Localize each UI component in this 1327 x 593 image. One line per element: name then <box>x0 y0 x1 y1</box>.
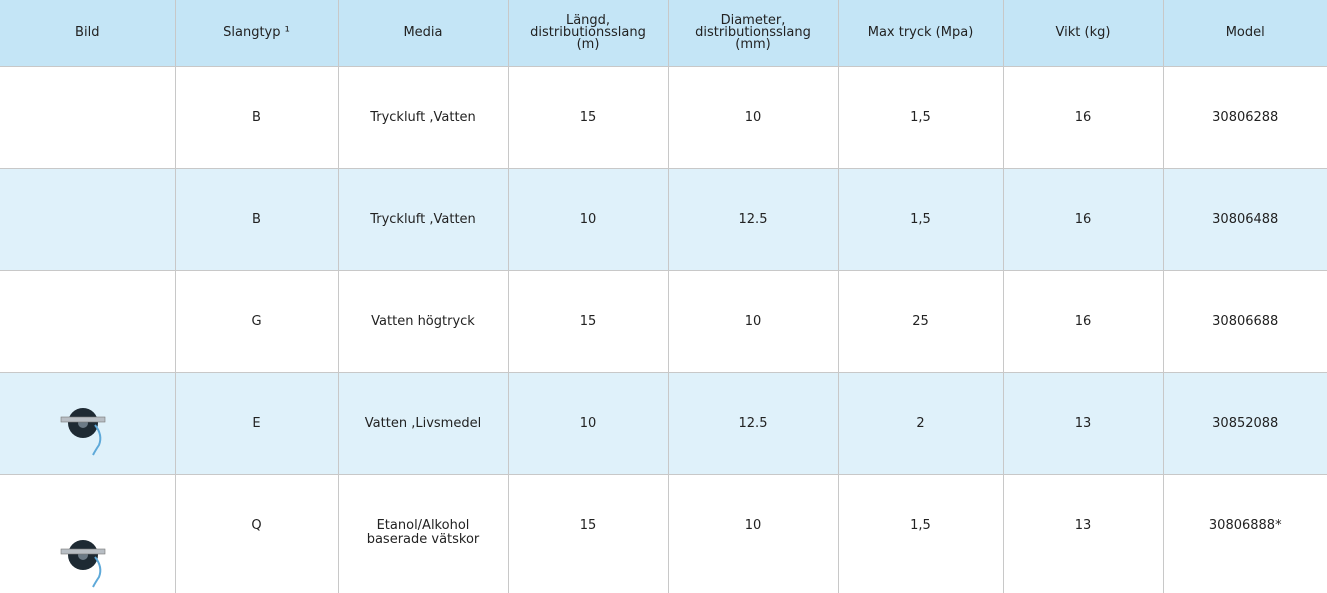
table-cell: 13 <box>1003 373 1163 475</box>
table-cell: Tryckluft ,Vatten <box>338 67 508 169</box>
column-header: Diameter, distributionsslang (mm) <box>668 0 838 67</box>
table-cell: G <box>175 271 338 373</box>
hose-reel-image <box>55 401 119 457</box>
table-cell: 30806288 <box>1163 67 1327 169</box>
table-cell: Tryckluft ,Vatten <box>338 169 508 271</box>
table-cell: Vatten högtryck <box>338 271 508 373</box>
table-cell: E <box>175 373 338 475</box>
image-cell <box>0 169 175 271</box>
table-cell: 1,5 <box>838 67 1003 169</box>
table-cell: 16 <box>1003 67 1163 169</box>
table-cell: Vatten ,Livsmedel <box>338 373 508 475</box>
image-cell <box>0 271 175 373</box>
table-cell: 10 <box>508 373 668 475</box>
column-header: Bild <box>0 0 175 67</box>
table-cell: 30806888* <box>1163 475 1327 593</box>
table-cell: 30806688 <box>1163 271 1327 373</box>
table-cell: Q <box>175 475 338 593</box>
column-header: Vikt (kg) <box>1003 0 1163 67</box>
table-cell: 10 <box>668 67 838 169</box>
table-cell: 2 <box>838 373 1003 475</box>
image-cell <box>0 475 175 593</box>
column-header: Slangtyp ¹ <box>175 0 338 67</box>
table-cell: 15 <box>508 271 668 373</box>
table-cell: 30852088 <box>1163 373 1327 475</box>
table-cell: B <box>175 67 338 169</box>
column-header: Längd, distributionsslang (m) <box>508 0 668 67</box>
table-cell: 10 <box>508 169 668 271</box>
table-cell: B <box>175 169 338 271</box>
table-cell: 1,5 <box>838 169 1003 271</box>
image-cell <box>0 67 175 169</box>
hose-reel-image <box>55 533 119 589</box>
table-cell: 10 <box>668 271 838 373</box>
column-header: Max tryck (Mpa) <box>838 0 1003 67</box>
table-cell: 16 <box>1003 169 1163 271</box>
table-cell: 12.5 <box>668 373 838 475</box>
table-cell: 25 <box>838 271 1003 373</box>
table-cell: 13 <box>1003 475 1163 593</box>
page: BildSlangtyp ¹MediaLängd, distributionss… <box>0 0 1327 593</box>
table-cell: 1,5 <box>838 475 1003 593</box>
product-table: BildSlangtyp ¹MediaLängd, distributionss… <box>0 0 1327 593</box>
table-cell: 15 <box>508 67 668 169</box>
column-header: Model <box>1163 0 1327 67</box>
table-cell: 30806488 <box>1163 169 1327 271</box>
table-cell: 16 <box>1003 271 1163 373</box>
table-cell: Etanol/Alkohol baserade vätskor <box>338 475 508 593</box>
column-header: Media <box>338 0 508 67</box>
image-cell <box>0 373 175 475</box>
table-cell: 10 <box>668 475 838 593</box>
table-cell: 12.5 <box>668 169 838 271</box>
table-cell: 15 <box>508 475 668 593</box>
